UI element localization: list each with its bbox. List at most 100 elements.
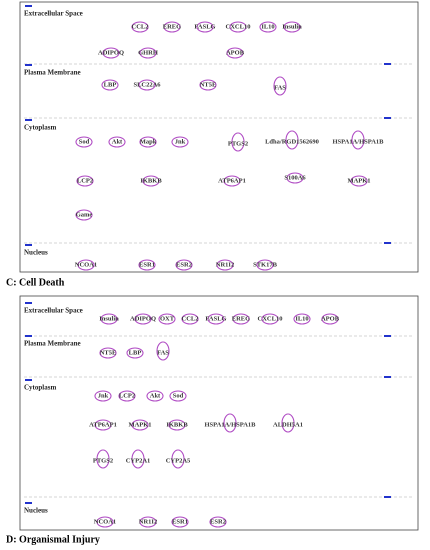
- node-label: NCOA1: [94, 518, 116, 525]
- node-label: Akt: [150, 392, 161, 399]
- compartment-label: Extracellular Space: [24, 10, 83, 18]
- node-shape: [283, 21, 301, 33]
- node-shape: [169, 390, 187, 402]
- compartment-marker: [384, 117, 391, 119]
- node-label: Insulin: [99, 315, 119, 322]
- node-shape: [199, 79, 217, 91]
- node-shape: [171, 449, 185, 469]
- node-label: APOB: [321, 315, 340, 322]
- node-label: GHRH: [138, 49, 158, 56]
- node-shape: [96, 516, 114, 528]
- compartment-marker: [25, 502, 32, 504]
- node-shape: [139, 516, 157, 528]
- node-label: PTGS2: [228, 140, 248, 147]
- compartment-marker: [384, 496, 391, 498]
- node-label: Mapk: [140, 138, 157, 145]
- node-label: Insulin: [282, 23, 302, 30]
- node-label: MAPK1: [347, 177, 370, 184]
- node-shape: [142, 175, 160, 187]
- node-shape: [286, 172, 304, 184]
- node-label: ESR1: [172, 518, 188, 525]
- node-label: Game: [76, 211, 93, 218]
- node-shape: [99, 347, 117, 359]
- node-label: LCP2: [119, 392, 135, 399]
- panel-caption: D: Organismal Injury: [6, 534, 100, 545]
- node-label: ADIPOQ: [130, 315, 156, 322]
- node-shape: [229, 21, 247, 33]
- node-label: FAS: [157, 349, 169, 356]
- node-label: MAPK1: [128, 421, 151, 428]
- node-shape: [168, 419, 186, 431]
- node-label: Jnk: [98, 392, 109, 399]
- node-shape: [100, 313, 118, 325]
- node-shape: [175, 259, 193, 271]
- node-shape: [75, 136, 93, 148]
- node-label: ATP6AP1: [218, 177, 246, 184]
- node-label: Jnk: [175, 138, 186, 145]
- node-label: FASLG: [194, 23, 215, 30]
- node-label: ESR1: [139, 261, 155, 268]
- node-shape: [223, 413, 237, 433]
- node-label: STK17B: [253, 261, 278, 268]
- compartment-marker: [25, 335, 32, 337]
- node-label: APOB: [226, 49, 245, 56]
- node-label: EREG: [232, 315, 250, 322]
- node-label: ALDH5A1: [273, 421, 303, 428]
- node-shape: [138, 259, 156, 271]
- compartment-marker: [25, 379, 32, 381]
- compartment-label: Nucleus: [24, 249, 48, 257]
- node-shape: [351, 130, 365, 150]
- panel-frame: [19, 295, 419, 531]
- node-shape: [231, 132, 245, 152]
- compartment-marker: [25, 119, 32, 121]
- node-shape: [281, 413, 295, 433]
- node-shape: [232, 313, 250, 325]
- compartment-label: Cytoplasm: [24, 124, 56, 132]
- compartment-marker: [25, 64, 32, 66]
- node-label: PTGS2: [93, 457, 113, 464]
- node-label: HSPA1A/HSPA1B: [332, 138, 384, 145]
- node-label: Sod: [173, 392, 184, 399]
- node-shape: [261, 313, 279, 325]
- node-shape: [223, 175, 241, 187]
- node-shape: [171, 136, 189, 148]
- panel: Extracellular Space Insulin ADIPOQ OXT CCL2 F…: [19, 295, 419, 531]
- node-label: CCL2: [182, 315, 199, 322]
- node-label: IKBKB: [166, 421, 188, 428]
- node-shape: [216, 259, 234, 271]
- compartment-marker: [384, 335, 391, 337]
- compartment-label: Plasma Membrane: [24, 69, 81, 77]
- node-label: LBP: [104, 81, 117, 88]
- node-label: NR1I2: [216, 261, 234, 268]
- node-label: NT5E: [200, 81, 217, 88]
- node-label: Akt: [112, 138, 123, 145]
- node-label: NCOA1: [75, 261, 97, 268]
- node-shape: [76, 175, 94, 187]
- compartment-marker: [25, 244, 32, 246]
- node-shape: [226, 47, 244, 59]
- node-shape: [131, 449, 145, 469]
- node-shape: [131, 21, 149, 33]
- node-shape: [171, 516, 189, 528]
- node-label: OXT: [160, 315, 175, 322]
- compartment-label: Cytoplasm: [24, 384, 56, 392]
- node-shape: [118, 390, 136, 402]
- node-label: ATP6AP1: [89, 421, 117, 428]
- node-shape: [139, 47, 157, 59]
- compartment-label: Nucleus: [24, 507, 48, 515]
- compartment-label: Extracellular Space: [24, 307, 83, 315]
- panel-caption: C: Cell Death: [6, 277, 65, 288]
- node-shape: [163, 21, 181, 33]
- node-shape: [131, 419, 149, 431]
- node-shape: [321, 313, 339, 325]
- compartment-marker: [384, 376, 391, 378]
- node-shape: [350, 175, 368, 187]
- node-shape: [102, 47, 120, 59]
- node-label: NT5E: [100, 349, 117, 356]
- node-label: IKBKB: [140, 177, 162, 184]
- node-label: IL10: [295, 315, 308, 322]
- node-shape: [75, 209, 93, 221]
- node-label: Sod: [79, 138, 90, 145]
